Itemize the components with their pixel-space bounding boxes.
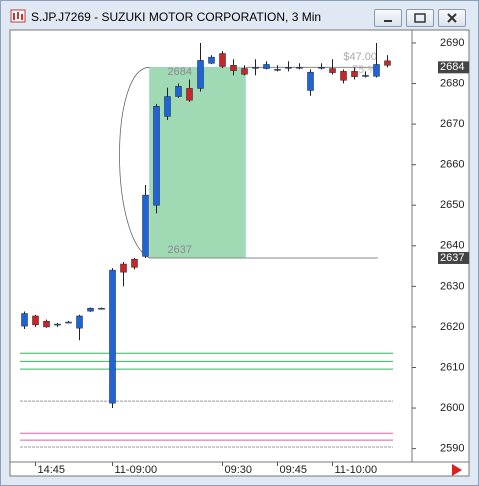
candle-body	[153, 106, 160, 206]
price-axis	[411, 29, 470, 463]
y-tick-label: 2670	[440, 118, 464, 130]
price-marker-label: 2637	[440, 252, 464, 264]
candle-body	[263, 64, 270, 69]
candle-body	[76, 315, 83, 329]
measure-end-label: 2684	[168, 66, 192, 78]
candle-body	[142, 194, 149, 257]
measure-arc	[119, 66, 150, 259]
y-tick-label: 2660	[440, 159, 464, 171]
y-tick-label: 2640	[440, 240, 464, 252]
candle-body	[65, 321, 72, 324]
candle-body	[252, 67, 259, 69]
x-tick-label: 11-10:00	[335, 464, 378, 476]
candle-body	[109, 269, 116, 404]
candle-body	[43, 320, 50, 328]
candle-body	[373, 64, 380, 77]
y-tick-label: 2630	[440, 280, 464, 292]
y-tick-label: 2610	[440, 361, 464, 373]
x-tick-label: 11-09:00	[115, 464, 158, 476]
y-tick-label: 2650	[440, 199, 464, 211]
price-marker	[438, 251, 469, 264]
price-marker-label: 2684	[440, 61, 464, 73]
measure-start-label: 2637	[168, 244, 192, 256]
candle-body	[21, 313, 28, 327]
candle-body	[351, 71, 358, 77]
measure-change-label: $47.00	[343, 51, 377, 63]
candle-body	[54, 323, 61, 326]
candle-body	[131, 258, 138, 268]
candle-body	[274, 69, 281, 71]
price-marker	[438, 61, 469, 74]
close-button[interactable]	[438, 9, 466, 27]
x-tick-label: 09:30	[225, 464, 253, 476]
candle-body	[307, 71, 314, 91]
candle-body	[197, 60, 204, 89]
candle-body	[362, 75, 369, 77]
candle-body	[32, 315, 39, 326]
title-bar: S.JP.J7269 - SUZUKI MOTOR CORPORATION, 3…	[1, 1, 478, 31]
y-tick-label: 2690	[440, 37, 464, 49]
candle-body	[208, 56, 215, 64]
minimize-button[interactable]	[374, 9, 402, 27]
candle-body	[384, 60, 391, 66]
window-title: S.JP.J7269 - SUZUKI MOTOR CORPORATION, 3…	[31, 10, 322, 24]
candle-body	[329, 68, 336, 73]
y-tick-label: 2590	[440, 443, 464, 455]
measure-percent-label: 75 %	[352, 64, 377, 76]
candle-body	[340, 71, 347, 81]
y-tick-label: 2680	[440, 77, 464, 89]
candle-body	[219, 53, 226, 67]
y-tick-label: 2620	[440, 321, 464, 333]
maximize-button[interactable]	[406, 9, 434, 27]
x-tick-label: 14:45	[38, 464, 66, 476]
candle-body	[241, 68, 248, 75]
candle-body	[87, 308, 94, 312]
time-axis	[9, 461, 470, 477]
measure-box	[149, 67, 246, 259]
x-tick-label: 09:45	[280, 464, 308, 476]
candle-body	[98, 308, 105, 310]
scroll-arrow[interactable]	[452, 464, 462, 476]
app-icon	[10, 9, 26, 23]
y-tick-label: 2600	[440, 402, 464, 414]
candle-body	[285, 67, 292, 69]
candle-body	[186, 88, 193, 101]
candle-body	[230, 65, 237, 71]
candle-body	[296, 67, 303, 69]
candle-body	[120, 263, 127, 273]
candle-body	[318, 67, 325, 69]
candle-body	[164, 96, 171, 117]
candle-body	[175, 86, 182, 97]
